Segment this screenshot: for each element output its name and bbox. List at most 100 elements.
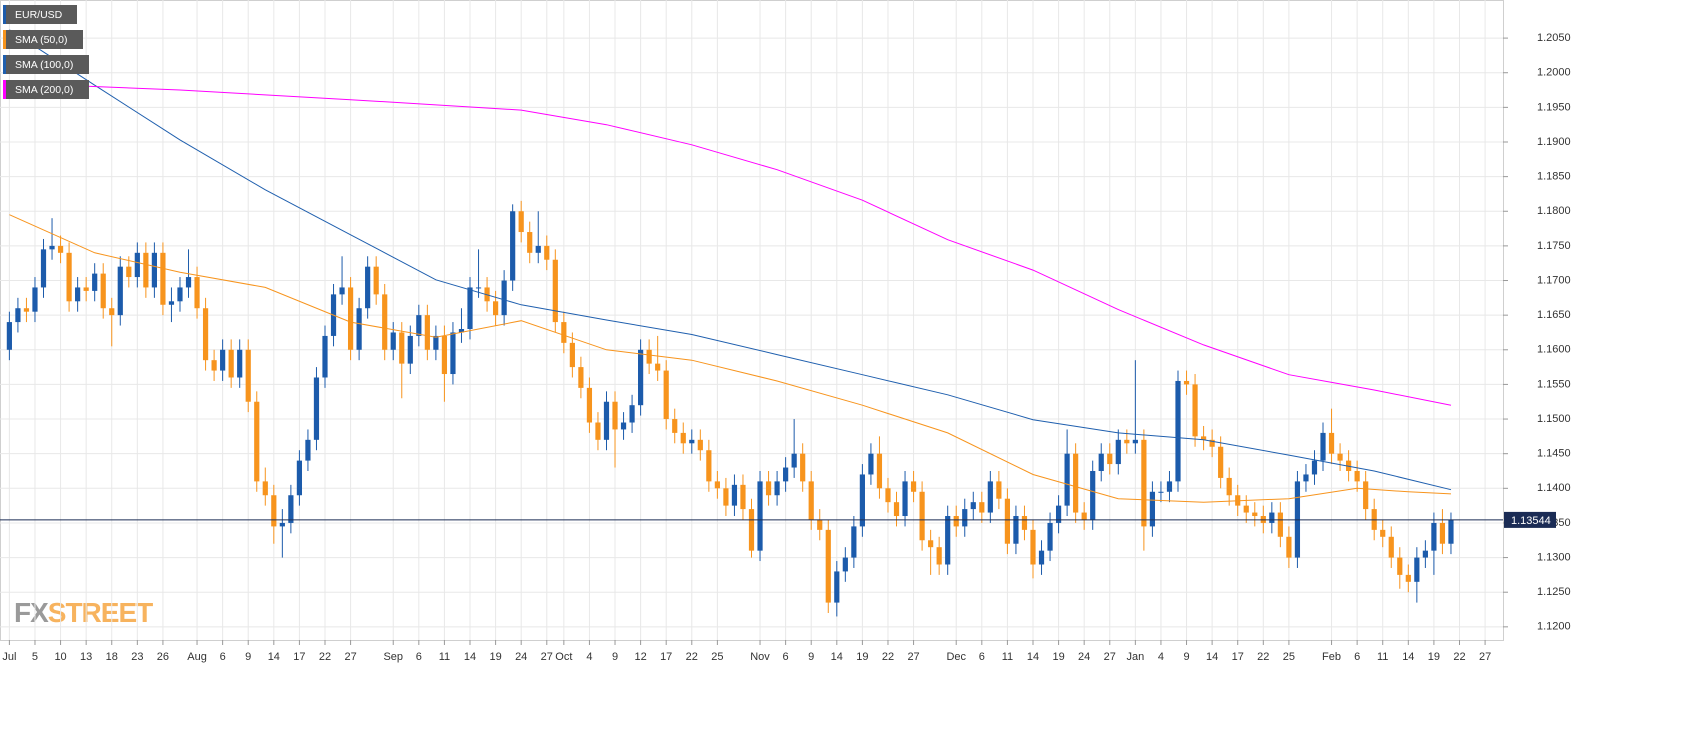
candle-body bbox=[885, 488, 891, 503]
candle-body bbox=[680, 432, 686, 444]
legend-box bbox=[3, 5, 77, 24]
candle-body bbox=[1380, 529, 1386, 537]
candle-body bbox=[1107, 453, 1113, 465]
candle-body bbox=[979, 502, 985, 513]
candle-body bbox=[1422, 550, 1428, 558]
candle-body bbox=[177, 287, 183, 302]
x-tick-label: 6 bbox=[416, 651, 422, 663]
candle-body bbox=[1183, 380, 1190, 385]
x-tick-label: Jan bbox=[1126, 651, 1144, 663]
candle-body bbox=[168, 301, 175, 305]
candle-body bbox=[783, 467, 789, 482]
candle-body bbox=[825, 529, 831, 603]
candle-body bbox=[834, 571, 840, 603]
y-tick-label: 1.1600 bbox=[1537, 344, 1571, 356]
candle-body bbox=[75, 287, 81, 302]
y-tick-label: 1.1650 bbox=[1537, 309, 1571, 321]
candle-body bbox=[211, 360, 217, 371]
legend-label: SMA (50,0) bbox=[15, 34, 68, 46]
candle-body bbox=[1328, 432, 1335, 454]
y-tick-label: 1.1250 bbox=[1537, 586, 1571, 598]
candle-body bbox=[603, 401, 610, 440]
x-tick-label: 17 bbox=[1232, 651, 1244, 663]
candle-body bbox=[569, 342, 575, 368]
candle-body bbox=[672, 419, 678, 433]
y-tick-label: 1.1450 bbox=[1537, 448, 1571, 460]
candle-body bbox=[646, 349, 652, 364]
candle-body bbox=[305, 439, 311, 461]
y-tick-label: 1.1800 bbox=[1537, 205, 1571, 217]
legend-swatch bbox=[3, 55, 6, 74]
candle-body bbox=[1021, 516, 1028, 530]
candle-body bbox=[1013, 516, 1019, 544]
x-tick-label: Feb bbox=[1322, 651, 1341, 663]
candle-body bbox=[723, 488, 729, 506]
candle-body bbox=[842, 557, 848, 572]
candle-body bbox=[1038, 550, 1045, 565]
sma-line bbox=[9, 29, 1452, 491]
legend-box bbox=[3, 55, 89, 74]
y-tick-label: 1.1200 bbox=[1537, 621, 1571, 633]
x-tick-label: 14 bbox=[831, 651, 843, 663]
candle-body bbox=[1158, 491, 1164, 493]
candle-body bbox=[620, 422, 627, 430]
candle-body bbox=[1448, 519, 1454, 544]
marks bbox=[6, 29, 1454, 617]
candle-body bbox=[467, 287, 473, 330]
candle-body bbox=[288, 495, 294, 523]
x-tick-label: 5 bbox=[32, 651, 38, 663]
candle-body bbox=[1414, 557, 1420, 582]
candle-body bbox=[194, 277, 200, 309]
candle-body bbox=[791, 453, 797, 468]
candle-body bbox=[134, 252, 140, 278]
candle-body bbox=[1277, 512, 1283, 537]
candle-body bbox=[347, 287, 354, 350]
x-tick-label: 19 bbox=[1428, 651, 1440, 663]
candle-body bbox=[501, 280, 507, 316]
x-tick-label: Aug bbox=[187, 651, 207, 663]
watermark-fx: FX bbox=[14, 597, 49, 628]
x-tick-label: 24 bbox=[1078, 651, 1090, 663]
candle-body bbox=[450, 332, 456, 375]
candle-body bbox=[544, 245, 550, 260]
legend-box bbox=[3, 30, 83, 49]
candle-body bbox=[586, 387, 593, 423]
candle-body bbox=[1175, 380, 1181, 482]
legend-label: EUR/USD bbox=[15, 9, 63, 21]
candle-body bbox=[1286, 536, 1292, 558]
candle-body bbox=[279, 522, 285, 527]
candle-body bbox=[1073, 453, 1079, 513]
x-tick-label: 27 bbox=[541, 651, 553, 663]
x-tick-label: 27 bbox=[907, 651, 919, 663]
candle-body bbox=[1098, 453, 1104, 471]
candle-body bbox=[936, 547, 942, 565]
candle-body bbox=[40, 249, 47, 288]
candle-body bbox=[160, 252, 166, 305]
candle-body bbox=[228, 349, 234, 378]
candle-body bbox=[1209, 439, 1215, 447]
x-tick-label: 19 bbox=[856, 651, 868, 663]
watermark-street: STREET bbox=[48, 597, 153, 628]
legend-swatch bbox=[3, 5, 6, 24]
y-tick-label: 1.1500 bbox=[1537, 413, 1571, 425]
candle-body bbox=[1166, 481, 1173, 492]
candle-body bbox=[117, 266, 123, 316]
candle-body bbox=[83, 287, 89, 291]
x-tick-label: 4 bbox=[586, 651, 592, 663]
candle-body bbox=[757, 481, 763, 551]
candle-body bbox=[237, 349, 243, 378]
legend-label: SMA (200,0) bbox=[15, 84, 73, 96]
x-tick-label: 11 bbox=[1377, 651, 1388, 663]
candle-body bbox=[1439, 522, 1446, 544]
candle-body bbox=[1030, 529, 1036, 565]
candle-body bbox=[919, 491, 925, 541]
x-tick-label: 27 bbox=[344, 651, 356, 663]
candle-body bbox=[202, 308, 209, 361]
candle-body bbox=[629, 405, 635, 423]
x-tick-label: 6 bbox=[783, 651, 789, 663]
x-tick-label: 19 bbox=[489, 651, 501, 663]
candle-body bbox=[893, 502, 900, 517]
candle-body bbox=[561, 322, 567, 343]
candle-body bbox=[706, 450, 712, 482]
